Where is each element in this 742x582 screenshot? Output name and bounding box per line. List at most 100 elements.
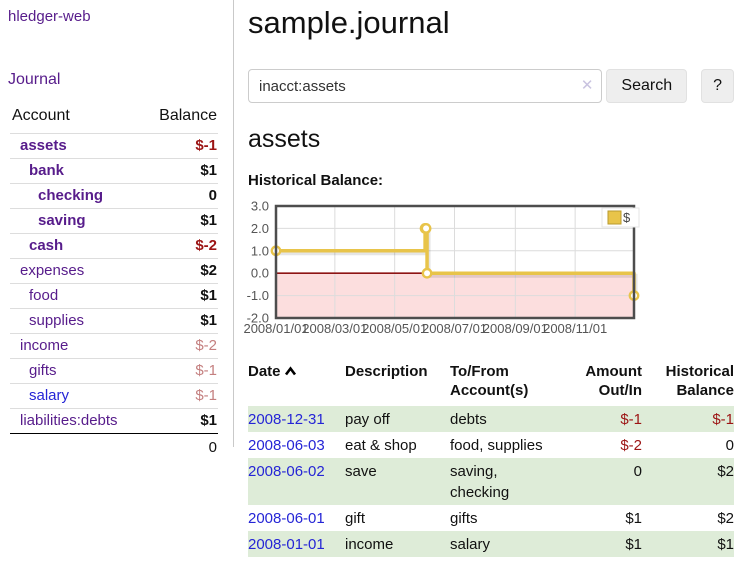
transaction-description: gift [345, 510, 366, 527]
transaction-row: 2008-06-02 save saving, checking 0 $2 [248, 458, 734, 505]
transaction-row: 2008-12-31 pay off debts $-1 $-1 [248, 406, 734, 432]
transaction-balance: $-1 [712, 411, 734, 428]
transaction-row: 2008-01-01 income salary $1 $1 [248, 531, 734, 557]
account-link-liabilities-debts[interactable]: liabilities:debts [20, 412, 118, 429]
transaction-description: save [345, 463, 377, 480]
svg-text:-1.0: -1.0 [247, 288, 269, 303]
sidebar-item-journal[interactable]: Journal [8, 71, 61, 88]
account-link-gifts[interactable]: gifts [29, 362, 57, 379]
transaction-balance: $1 [717, 536, 734, 553]
transaction-date-link[interactable]: 2008-12-31 [248, 411, 325, 428]
account-row: food $1 [10, 283, 218, 309]
transaction-date-link[interactable]: 2008-01-01 [248, 536, 325, 553]
transaction-accounts: saving, checking [450, 463, 510, 501]
register-header-row: Date Description To/From Account(s) Amou… [248, 360, 734, 406]
register-header-date[interactable]: Date [248, 360, 345, 406]
account-link-food[interactable]: food [29, 287, 59, 304]
account-link-supplies[interactable]: supplies [29, 312, 85, 329]
register-header-amount: Amount Out/In [585, 363, 642, 399]
account-row: checking 0 [10, 183, 218, 209]
svg-text:1.0: 1.0 [251, 243, 269, 258]
account-row: gifts $-1 [10, 358, 218, 384]
svg-text:-2.0: -2.0 [247, 311, 269, 326]
app-title-link[interactable]: hledger-web [8, 8, 91, 25]
historical-balance-chart: $3.0 2.0 1.0 0.0 -1.0 -2.02008/01/012008/03/0… [243, 199, 640, 336]
account-link-saving[interactable]: saving [38, 212, 86, 229]
total-spacer [10, 433, 143, 460]
main-content: sample.journal ✕ Search ? assets Histori… [234, 0, 742, 557]
account-link-checking[interactable]: checking [38, 187, 104, 204]
sort-ascending-icon [284, 366, 296, 376]
accounts-header-balance: Balance [159, 107, 217, 124]
accounts-total-balance: 0 [142, 433, 218, 460]
svg-text:2008/11/01: 2008/11/01 [543, 321, 607, 336]
account-row: expenses $2 [10, 258, 218, 284]
register-header-description: Description [345, 363, 428, 380]
transaction-description: pay off [345, 411, 390, 428]
transaction-date-link[interactable]: 2008-06-03 [248, 437, 325, 454]
sidebar: hledger-web Journal Account Balance asse… [0, 0, 234, 460]
account-row: salary $-1 [10, 383, 218, 409]
transaction-amount: $-1 [620, 411, 642, 428]
search-box: ✕ [248, 69, 603, 103]
account-link-cash[interactable]: cash [29, 237, 64, 254]
register-table: Date Description To/From Account(s) Amou… [248, 360, 734, 557]
transaction-balance: $2 [717, 463, 734, 480]
account-balance: $-1 [142, 383, 218, 409]
svg-text:2008/09/01: 2008/09/01 [483, 321, 548, 336]
account-balance: $1 [142, 208, 218, 234]
accounts-total-row: 0 [10, 433, 218, 460]
transaction-row: 2008-06-01 gift gifts $1 $2 [248, 505, 734, 531]
help-button[interactable]: ? [701, 69, 734, 103]
account-balance: $1 [142, 283, 218, 309]
svg-text:3.0: 3.0 [251, 199, 269, 214]
account-heading: assets [248, 125, 321, 153]
account-balance: $-2 [142, 233, 218, 259]
transaction-description: income [345, 536, 394, 553]
search-form: ✕ Search ? [248, 69, 734, 103]
svg-text:2008/07/01: 2008/07/01 [422, 321, 487, 336]
transaction-row: 2008-06-03 eat & shop food, supplies $-2 0 [248, 432, 734, 458]
account-link-expenses[interactable]: expenses [20, 262, 85, 279]
svg-text:2.0: 2.0 [251, 221, 269, 236]
svg-text:$: $ [623, 210, 631, 225]
accounts-table: Account Balance assets $-1 bank $1 checking 0… [10, 106, 218, 460]
account-link-salary[interactable]: salary [29, 387, 70, 404]
search-input[interactable] [248, 69, 603, 103]
account-balance: $1 [142, 308, 218, 334]
account-row: bank $1 [10, 158, 218, 184]
account-balance: $1 [142, 408, 218, 434]
account-balance: $-2 [142, 333, 218, 359]
svg-text:0.0: 0.0 [251, 266, 269, 281]
transaction-date-link[interactable]: 2008-06-01 [248, 510, 325, 527]
transaction-accounts: debts [450, 411, 487, 428]
transaction-accounts: salary [450, 536, 491, 553]
account-balance: $1 [142, 158, 218, 184]
search-button[interactable]: Search [606, 69, 688, 103]
accounts-header-account: Account [12, 107, 70, 124]
transaction-amount: $1 [625, 510, 642, 527]
account-balance: $-1 [142, 358, 218, 384]
account-row: assets $-1 [10, 133, 218, 159]
account-balance: $2 [142, 258, 218, 284]
register-header-balance: Historical Balance [665, 363, 734, 399]
transaction-balance: $2 [717, 510, 734, 527]
account-link-bank[interactable]: bank [29, 162, 65, 179]
transaction-amount: $1 [625, 536, 642, 553]
account-row: cash $-2 [10, 233, 218, 259]
transaction-date-link[interactable]: 2008-06-02 [248, 463, 325, 480]
account-row: supplies $1 [10, 308, 218, 334]
account-row: saving $1 [10, 208, 218, 234]
transaction-description: eat & shop [345, 437, 417, 454]
account-link-assets[interactable]: assets [20, 137, 67, 154]
account-balance: $-1 [142, 133, 218, 159]
register-header-accounts: To/From Account(s) [450, 363, 529, 399]
transaction-amount: 0 [633, 463, 642, 480]
account-link-income[interactable]: income [20, 337, 69, 354]
svg-text:2008/03/01: 2008/03/01 [302, 321, 367, 336]
clear-search-icon[interactable]: ✕ [580, 77, 594, 94]
transaction-balance: 0 [725, 437, 734, 454]
account-balance: 0 [142, 183, 218, 209]
page-title: sample.journal [248, 5, 450, 40]
